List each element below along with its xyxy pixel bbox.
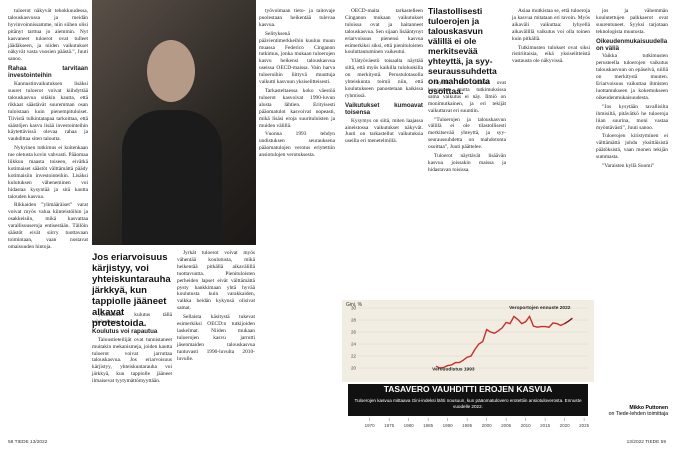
column: Jyrkät tuloerot voivat myös vähentää kou… bbox=[177, 250, 255, 365]
y-tick-label: 28 bbox=[351, 318, 357, 323]
chart-subtitle: Tuloerojen kasvua mittaava Gini-indeksi … bbox=[354, 398, 582, 409]
chart: TASAVERO VAUHDITTI EROJEN KASVUA Tuloero… bbox=[342, 300, 594, 428]
signature-block: Mikko Puttonen on Tiede-lehden toimittaj… bbox=[596, 405, 668, 417]
column: jos ja vähemmän koulutettujen palkkaerot… bbox=[596, 8, 668, 172]
paragraph: Kannustinvaikutuksen lisäksi suuret tulo… bbox=[8, 81, 88, 143]
paragraph: Tutkimusten tulokset ovat siksi ristirii… bbox=[512, 44, 590, 65]
x-tick-label: 1970 bbox=[365, 423, 376, 428]
paragraph: Asiaa mutkistaa se, että tuloeroja ja ka… bbox=[512, 8, 590, 42]
y-tick-label: 22 bbox=[351, 354, 357, 359]
page-footer: 13/2022 TIEDE 59 bbox=[626, 440, 666, 445]
y-axis-label: Gini, % bbox=[346, 302, 363, 308]
signature: Mikko Puttonen bbox=[629, 405, 668, 411]
chart-title: TASAVERO VAUHDITTI EROJEN KASVUA bbox=[384, 384, 553, 394]
paragraph: Nykyinen tutkimus ei kuitenkaan tue olet… bbox=[8, 145, 88, 200]
paragraph: Sellaista käsitystä tukevat esimerkiksi … bbox=[177, 314, 255, 362]
paragraph: ”Jos kysytään tavallisilta ihmisiltä, pi… bbox=[596, 103, 668, 131]
paragraph: Taloustieteilijät ovat tunnistaneet muit… bbox=[92, 336, 172, 385]
subheading: Koulutus voi rapautua bbox=[92, 327, 158, 335]
x-tick-label: 2010 bbox=[521, 423, 532, 428]
paragraph: Tarkasteltaessa koko väestöä tuloerot ka… bbox=[259, 87, 335, 129]
subheading: Rahaa tarvitaan investointeihin bbox=[8, 65, 88, 80]
paragraph: Selityksenä päävientimerkkeihin kuuluu m… bbox=[259, 30, 335, 86]
x-tick-label: 1990 bbox=[443, 423, 454, 428]
subtitle-box: Tuloerojen kasvua mittaava Gini-indeksi … bbox=[354, 398, 582, 409]
paragraph: yksittäinen kulutus tällä tuloluokassa. bbox=[92, 312, 172, 325]
x-tick-label: 2020 bbox=[560, 423, 571, 428]
paragraph: näyttää, että säästöt ovat kasvaneet, mu… bbox=[428, 80, 506, 114]
paragraph: työvoimaan tieto- ja taitovaje puolestaa… bbox=[259, 8, 335, 28]
x-tick-label: 2025 bbox=[579, 423, 590, 428]
column: OECD-maita tarkastelleen Cinganon mukaan… bbox=[345, 8, 423, 147]
column: tuloerot näkyvät tehokkuudessa, talouska… bbox=[8, 8, 88, 253]
paragraph: Vuonna 1993 tehdyn uudistuksen seuraukse… bbox=[259, 131, 335, 159]
pull-quote: Tilastollisesti tuloerojen ja talouskasv… bbox=[428, 6, 497, 96]
x-tick-label: 2000 bbox=[482, 423, 493, 428]
paragraph: Ylätyöväestö toisaalta näyttää siltä, et… bbox=[345, 58, 423, 99]
x-tick-label: 2005 bbox=[501, 423, 512, 428]
page-footer: 58 TIEDE 13/2022 bbox=[8, 440, 48, 445]
annotation: Veroportojen ennuste 2022 bbox=[509, 305, 571, 311]
x-tick-label: 1985 bbox=[423, 423, 434, 428]
y-tick-label: 26 bbox=[351, 330, 357, 335]
column: näyttää, että säästöt ovat kasvaneet, mu… bbox=[428, 80, 506, 176]
column: Asiaa mutkistaa se, että tuloeroja ja ka… bbox=[512, 8, 590, 67]
paragraph: Tuloerojen kiristyminen ei välttämättä j… bbox=[596, 133, 668, 161]
paragraph: Kysymys on siitä, miten laajassa aineist… bbox=[345, 117, 423, 145]
paragraph: jos ja vähemmän koulutettujen palkkaerot… bbox=[596, 8, 668, 35]
x-tick-label: 2015 bbox=[540, 423, 551, 428]
column: työvoimaan tieto- ja taitovaje puolestaa… bbox=[259, 8, 335, 161]
subheading: Vaikutukset kumoavat toisensa bbox=[345, 101, 423, 116]
data-line bbox=[564, 317, 573, 325]
paragraph: Vaikka tutkimusten perusteella tuloeroje… bbox=[596, 53, 668, 101]
x-tick-label: 1995 bbox=[462, 423, 473, 428]
paragraph: tuloerot näkyvät tehokkuudessa, talouska… bbox=[8, 8, 88, 63]
subheading: Oikeudenmukaisuudella on väliä bbox=[596, 37, 668, 52]
signature-role: on Tiede-lehden toimittaja bbox=[608, 411, 668, 417]
column: yksittäinen kulutus tällä tuloluokassa. K… bbox=[92, 312, 172, 387]
y-tick-label: 20 bbox=[351, 366, 357, 371]
y-tick-label: 24 bbox=[351, 342, 357, 347]
plot-background bbox=[342, 300, 594, 382]
data-line bbox=[435, 314, 565, 369]
photo bbox=[92, 0, 256, 245]
paragraph: Tuloerot näyttävät lisäävän kasvua joiss… bbox=[428, 153, 506, 173]
paragraph: OECD-maita tarkastelleen Cinganon mukaan… bbox=[345, 8, 423, 56]
title-band bbox=[348, 384, 588, 416]
pull-quote: Jos eriarvoisuus kärjistyy, voi yhteisku… bbox=[92, 252, 171, 329]
paragraph: Jyrkät tuloerot voivat myös vähentää kou… bbox=[177, 250, 255, 312]
paragraph: Rikkaiden ”ylimääräiset” varat voivat my… bbox=[8, 202, 88, 250]
x-tick-label: 1975 bbox=[384, 423, 395, 428]
paragraph: ”Varaisten kyllä Suomi” bbox=[602, 163, 655, 170]
y-tick-label: 30 bbox=[351, 306, 357, 311]
annotation: Verouudistus 1993 bbox=[432, 367, 475, 373]
x-tick-label: 1980 bbox=[404, 423, 415, 428]
paragraph: ”Tuloerojen ja talouskasvun välillä ei o… bbox=[428, 116, 506, 151]
